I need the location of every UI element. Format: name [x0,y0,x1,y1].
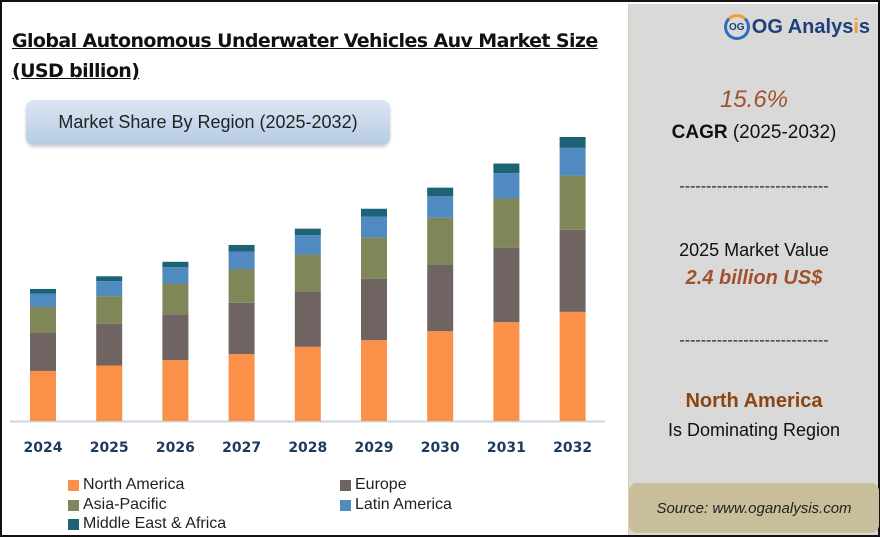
bar-segment-middle-east-africa-2027 [228,244,255,252]
cagr-label-bold: CAGR [671,122,728,143]
bar-segment-asia-pacific-2029 [361,237,387,279]
bar-segment-europe-2032 [559,229,586,312]
bar-segment-europe-2029 [361,278,387,341]
x-tick-label: 2029 [355,440,394,456]
bar-segment-middle-east-africa-2025 [96,276,123,282]
summary-panel: OG OG Analysis 15.6% CAGR (2025-2032) --… [628,4,879,535]
bar-segment-north-america-2028 [294,346,321,421]
legend-label: Asia-Pacific [83,496,167,513]
cagr-label-period: (2025-2032) [727,122,837,143]
x-tick-label: 2032 [553,440,592,456]
legend-label: Latin America [355,496,452,513]
legend-item: Asia-Pacific [68,496,167,514]
bar-segment-asia-pacific-2026 [162,283,189,315]
bar-segment-latin-america-2024 [30,293,56,308]
divider: ---------------------------- [679,178,829,195]
bar-segment-latin-america-2030 [427,196,454,218]
bar-segment-middle-east-africa-2030 [427,187,454,197]
bar-segment-north-america-2024 [30,370,56,421]
legend-swatch [68,499,79,511]
bar-segment-asia-pacific-2027 [228,269,255,303]
bar-segment-europe-2031 [493,247,520,323]
bar-segment-asia-pacific-2031 [493,198,520,248]
bar-segment-middle-east-africa-2024 [30,288,56,294]
dominating-region: North America [685,390,823,412]
bar-segment-europe-2028 [294,291,321,347]
cagr-value: 15.6% [719,86,789,113]
legend-swatch [68,479,79,491]
bar-segment-latin-america-2027 [228,251,255,270]
divider: ---------------------------- [679,332,829,349]
logo-text: OG Analysis [751,15,870,38]
bar-segment-europe-2030 [427,264,454,332]
bar-segment-north-america-2029 [361,340,387,421]
bar-segment-asia-pacific-2030 [427,217,454,265]
bar-segment-middle-east-africa-2032 [559,136,586,148]
legend-item: Latin America [340,496,452,514]
x-tick-label: 2024 [24,440,63,456]
dominating-label: Is Dominating Region [667,420,841,440]
logo-letter: i [853,15,859,38]
chart-title: Global Autonomous Underwater Vehicles Au… [12,30,598,82]
bar-segment-europe-2027 [228,302,255,355]
bar-segment-europe-2026 [162,314,189,361]
bar-segment-north-america-2030 [427,331,454,421]
legend-item: North America [68,476,184,494]
bar-segment-latin-america-2031 [493,173,520,199]
cagr-label: CAGR (2025-2032) [629,122,879,144]
bar-segment-latin-america-2029 [361,216,387,238]
x-tick-label: 2028 [288,440,327,456]
market-value: 2.4 billion US$ [685,267,823,289]
bar-segment-north-america-2032 [559,311,586,421]
bar-segment-middle-east-africa-2026 [162,261,189,268]
bar-segment-latin-america-2026 [162,267,189,284]
x-tick-label: 2025 [90,440,129,456]
market-value-label: 2025 Market Value [679,240,829,260]
bar-segment-north-america-2025 [96,365,123,421]
legend-swatch [340,499,351,511]
bar-segment-middle-east-africa-2028 [294,228,321,236]
bar-segment-middle-east-africa-2031 [493,163,520,174]
bar-segment-latin-america-2032 [559,147,586,176]
logo-icon: OG [723,14,750,40]
legend-swatch [340,479,351,491]
stacked-bar-chart: 2024 2025 2026 2027 2028 2029 2030 2031 2032 [10,136,605,456]
bar-segment-europe-2025 [96,323,123,366]
bar-segment-asia-pacific-2028 [294,254,321,292]
chart-subtitle: Market Share By Region (2025-2032) [26,100,390,145]
bar-segment-asia-pacific-2024 [30,307,56,333]
legend-item: Europe [340,476,407,494]
bar-segment-north-america-2031 [493,322,520,421]
legend-label: Middle East & Africa [83,515,227,532]
bar-segment-north-america-2027 [228,354,255,421]
bar-segment-asia-pacific-2025 [96,296,123,324]
x-tick-label: 2027 [222,440,261,456]
x-tick-label: 2026 [156,440,195,456]
legend-swatch [68,518,79,530]
og-analysis-logo: OG OG Analysis [723,14,870,40]
bar-segment-latin-america-2025 [96,281,123,297]
x-tick-label: 2030 [421,440,460,456]
legend-label: North America [83,476,185,493]
bar-segment-europe-2024 [30,332,56,371]
bar-segment-middle-east-africa-2029 [361,208,387,217]
x-tick-label: 2031 [487,440,526,456]
source-text: Source: www.oganalysis.com [629,483,879,533]
legend-label: Europe [355,476,407,493]
legend-item: Middle East & Africa [68,515,226,533]
bar-segment-north-america-2026 [162,360,189,421]
bar-segment-asia-pacific-2032 [559,175,586,230]
bar-segment-latin-america-2028 [294,235,321,255]
